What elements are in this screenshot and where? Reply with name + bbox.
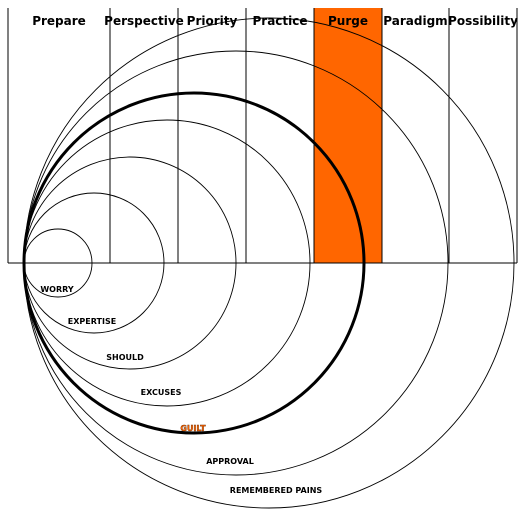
column-practice	[246, 8, 314, 263]
ring-label-remembered-pains: REMEMBERED PAINS	[230, 486, 323, 495]
column-prepare	[8, 8, 110, 263]
ring-label-should: SHOULD	[106, 353, 144, 362]
ring-label-approval: APPROVAL	[206, 457, 254, 466]
ring-label-worry: WORRY	[40, 285, 74, 294]
ring-label-excuses: EXCUSES	[141, 388, 182, 397]
column-paradigm	[382, 8, 449, 263]
column-label-priority: Priority	[187, 14, 238, 28]
column-priority	[178, 8, 246, 263]
column-possibility	[449, 8, 517, 263]
column-purge	[314, 8, 382, 263]
ring-layer	[22, 17, 515, 509]
column-label-practice: Practice	[252, 14, 307, 28]
column-layer	[7, 8, 518, 264]
column-label-perspective: Perspective	[104, 14, 184, 28]
column-perspective	[110, 8, 178, 263]
ring-remembered-pains	[23, 17, 515, 509]
ring-label-expertise: EXPERTISE	[68, 317, 116, 326]
column-label-paradigm: Paradigm	[383, 14, 447, 28]
column-label-possibility: Possibility	[448, 14, 518, 28]
column-label-prepare: Prepare	[32, 14, 86, 28]
label-layer: Prepare Perspective Priority Practice Purge P…	[32, 14, 518, 495]
ring-label-guilt: GUILT	[180, 424, 206, 433]
column-label-purge: Purge	[328, 14, 368, 28]
